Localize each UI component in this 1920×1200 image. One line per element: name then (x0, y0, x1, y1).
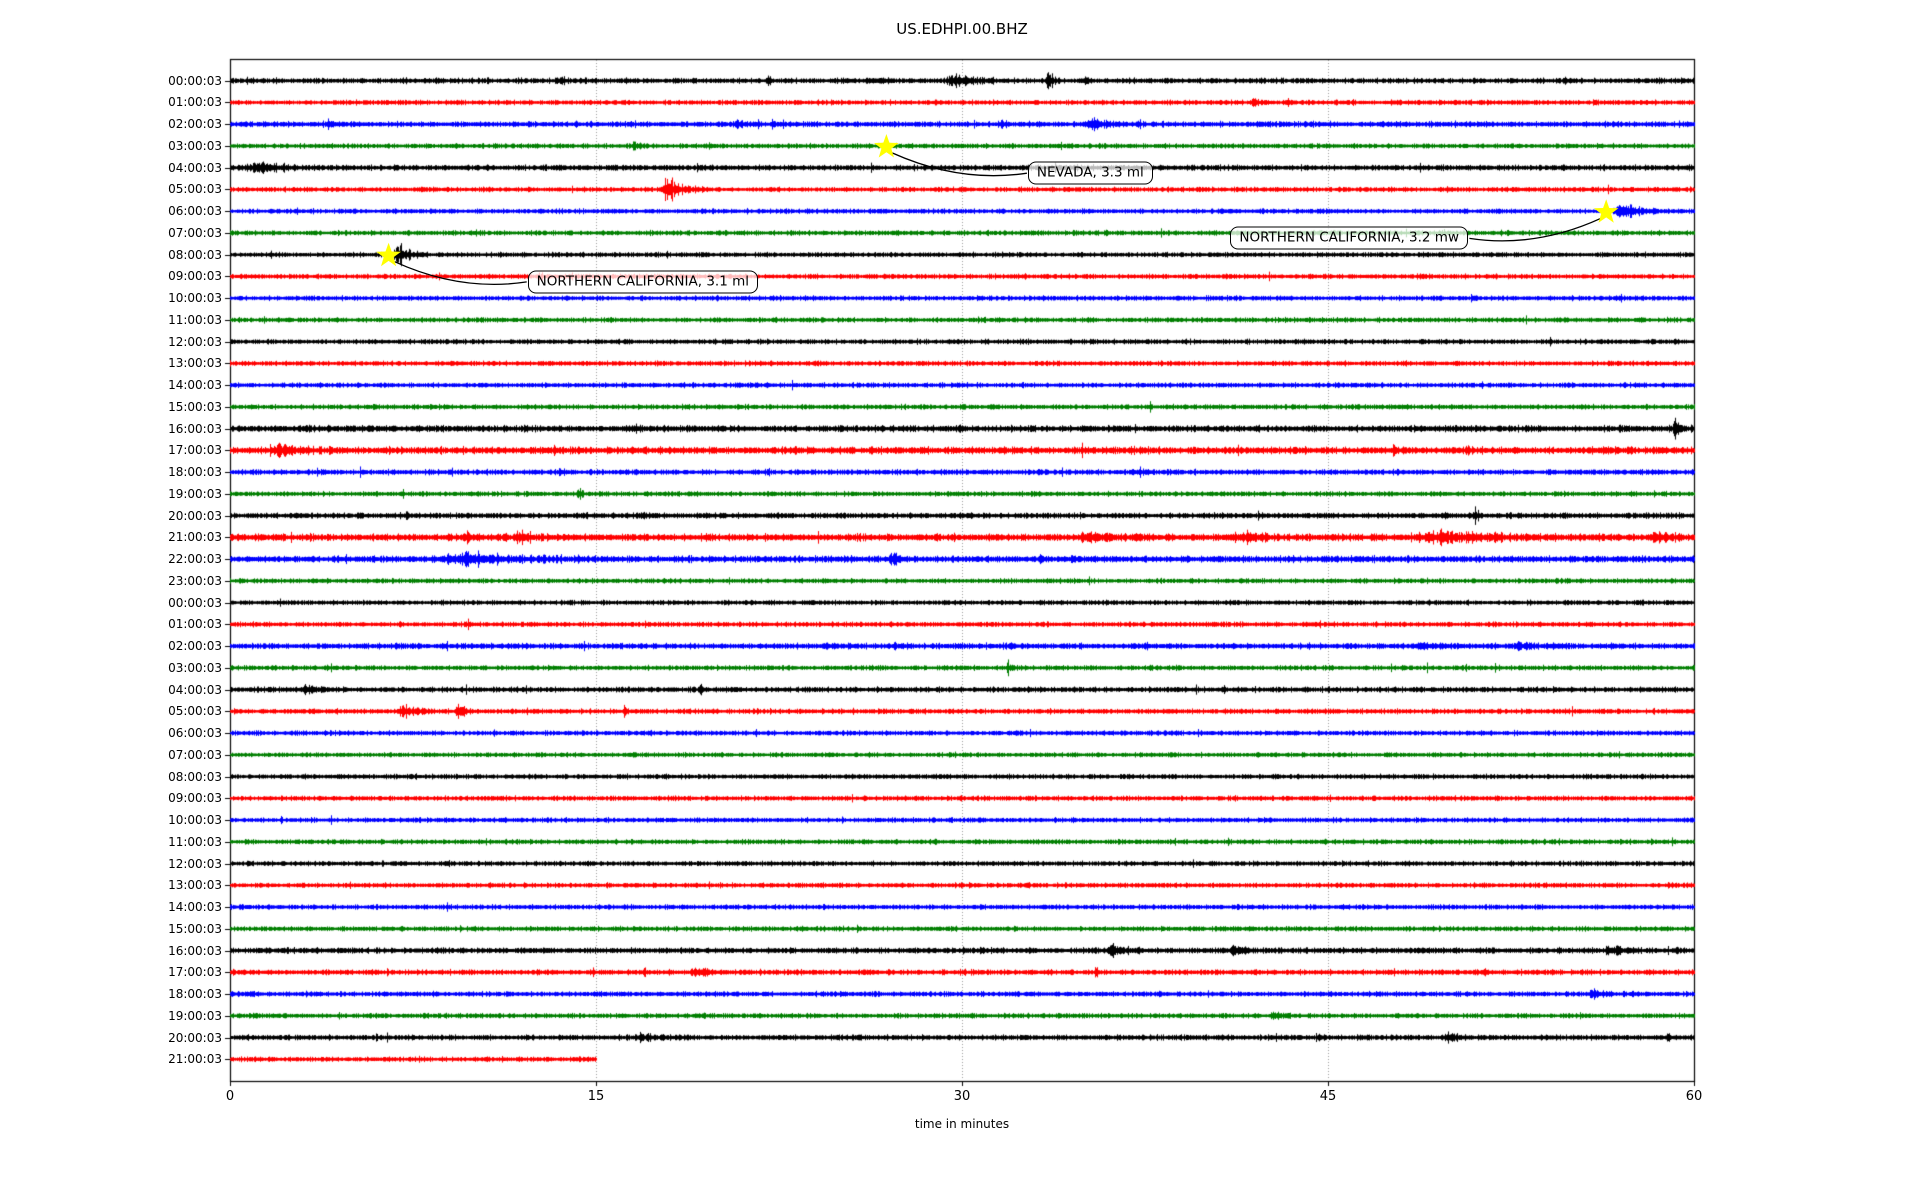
plot-title: US.EDHPI.00.BHZ (896, 20, 1028, 38)
y-tick-label: 05:00:03 (168, 704, 222, 718)
x-tick-label: 0 (225, 1089, 235, 1104)
y-tick-label: 18:00:03 (168, 465, 222, 479)
y-tick-label: 04:00:03 (168, 161, 222, 175)
y-tick-label: 05:00:03 (168, 182, 222, 196)
event-annotation: NEVADA, 3.3 ml (1027, 161, 1153, 185)
annotation-connector (394, 261, 527, 286)
y-tick-label: 17:00:03 (168, 443, 222, 457)
event-star-icon (874, 134, 899, 158)
y-tick-label: 09:00:03 (168, 269, 222, 283)
y-tick-label: 17:00:03 (168, 965, 222, 979)
event-annotation: NORTHERN CALIFORNIA, 3.1 ml (527, 270, 758, 294)
y-tick-label: 23:00:03 (168, 574, 222, 588)
y-tick-label: 00:00:03 (168, 596, 222, 610)
y-tick-label: 04:00:03 (168, 683, 222, 697)
y-tick-label: 07:00:03 (168, 748, 222, 762)
event-star-icon (376, 242, 401, 267)
y-tick-label: 01:00:03 (168, 617, 222, 631)
y-tick-label: 13:00:03 (168, 356, 222, 370)
x-tick-label: 30 (953, 1089, 971, 1104)
y-tick-label: 16:00:03 (168, 944, 222, 958)
y-tick-label: 20:00:03 (168, 1031, 222, 1045)
y-tick-label: 22:00:03 (168, 552, 222, 566)
y-tick-label: 03:00:03 (168, 661, 222, 675)
y-tick-label: 13:00:03 (168, 878, 222, 892)
y-tick-label: 03:00:03 (168, 139, 222, 153)
y-tick-label: 12:00:03 (168, 335, 222, 349)
y-tick-label: 08:00:03 (168, 770, 222, 784)
y-tick-label: 07:00:03 (168, 226, 222, 240)
x-tick-label: 45 (1319, 1089, 1337, 1104)
y-tick-label: 00:00:03 (168, 74, 222, 88)
y-tick-label: 06:00:03 (168, 726, 222, 740)
y-tick-label: 10:00:03 (168, 813, 222, 827)
y-tick-label: 06:00:03 (168, 204, 222, 218)
y-tick-label: 21:00:03 (168, 1052, 222, 1066)
y-tick-label: 10:00:03 (168, 291, 222, 305)
y-tick-label: 09:00:03 (168, 791, 222, 805)
event-star-icon (1593, 199, 1619, 223)
annotation-connector (1469, 217, 1602, 242)
y-tick-label: 14:00:03 (168, 378, 222, 392)
y-tick-label: 12:00:03 (168, 857, 222, 871)
y-tick-label: 15:00:03 (168, 922, 222, 936)
y-tick-label: 11:00:03 (168, 835, 222, 849)
y-tick-label: 15:00:03 (168, 400, 222, 414)
event-annotation: NORTHERN CALIFORNIA, 3.2 mw (1230, 226, 1468, 250)
x-axis-label: time in minutes (914, 1117, 1010, 1131)
annotation-connector (892, 152, 1027, 177)
y-tick-label: 18:00:03 (168, 987, 222, 1001)
y-tick-label: 02:00:03 (168, 639, 222, 653)
x-tick-label: 60 (1685, 1089, 1703, 1104)
y-tick-label: 02:00:03 (168, 117, 222, 131)
y-tick-label: 01:00:03 (168, 95, 222, 109)
y-tick-label: 11:00:03 (168, 313, 222, 327)
y-tick-label: 08:00:03 (168, 248, 222, 262)
y-tick-label: 20:00:03 (168, 509, 222, 523)
x-tick-label: 15 (587, 1089, 605, 1104)
y-tick-label: 19:00:03 (168, 1009, 222, 1023)
y-tick-label: 16:00:03 (168, 422, 222, 436)
y-tick-label: 21:00:03 (168, 530, 222, 544)
y-tick-label: 19:00:03 (168, 487, 222, 501)
y-tick-label: 14:00:03 (168, 900, 222, 914)
